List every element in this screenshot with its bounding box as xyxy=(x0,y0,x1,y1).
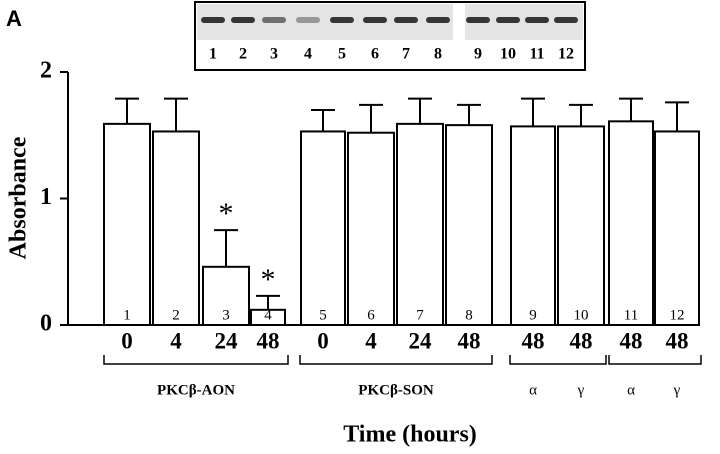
group-bracket xyxy=(103,355,289,365)
bar xyxy=(300,130,346,326)
group-bracket xyxy=(299,355,493,365)
y-axis-label: Absorbance xyxy=(6,136,32,259)
lane-label: 12 xyxy=(670,307,685,323)
blot-band xyxy=(496,17,520,23)
x-tick-label: 0 xyxy=(317,328,329,353)
group-label: PKCβ-SON xyxy=(358,382,434,398)
group-label: α xyxy=(627,382,635,398)
annotation: * xyxy=(261,263,276,296)
blot-band xyxy=(330,17,354,23)
blot-lane-label: 10 xyxy=(500,46,516,63)
bar xyxy=(396,122,444,326)
x-tick-label: 48 xyxy=(570,328,593,353)
lane-label: 4 xyxy=(264,307,272,323)
lane-label: 10 xyxy=(574,307,589,323)
blot-band xyxy=(262,17,286,23)
bar xyxy=(654,130,700,326)
blot-band xyxy=(426,17,450,23)
lane-label: 7 xyxy=(416,307,424,323)
blot-lane-label: 9 xyxy=(474,46,482,63)
lane-label: 9 xyxy=(529,307,537,323)
bar xyxy=(202,265,250,326)
blot-lane-label: 2 xyxy=(239,46,247,63)
bar xyxy=(608,120,654,326)
group-label: γ xyxy=(673,382,681,398)
blot-lane-label: 7 xyxy=(402,46,410,63)
x-tick-label: 24 xyxy=(215,328,239,353)
lane-label: 1 xyxy=(123,307,131,323)
lane-label: 8 xyxy=(465,307,473,323)
x-tick-label: 48 xyxy=(620,328,643,353)
blot-lane-label: 5 xyxy=(338,46,346,63)
panel-label: A xyxy=(6,6,22,31)
bar xyxy=(152,130,200,326)
lane-label: 2 xyxy=(172,307,180,323)
bar xyxy=(557,125,605,326)
blot-band xyxy=(525,17,549,23)
x-tick-label: 48 xyxy=(257,328,280,353)
x-tick-label: 24 xyxy=(409,328,433,353)
x-tick-label: 4 xyxy=(365,328,377,353)
blot-lane-label: 11 xyxy=(529,46,544,63)
blot-gap xyxy=(453,4,465,40)
blot-band xyxy=(466,17,490,23)
lane-label: 3 xyxy=(222,307,230,323)
blot-band xyxy=(394,17,418,23)
y-tick-label: 0 xyxy=(40,311,52,337)
blot-band xyxy=(554,17,578,23)
x-tick-label: 0 xyxy=(121,328,133,353)
blot xyxy=(194,1,586,71)
group-bracket xyxy=(509,355,607,365)
group-label: α xyxy=(529,382,537,398)
x-tick-label: 48 xyxy=(458,328,481,353)
x-tick-label: 48 xyxy=(522,328,545,353)
x-axis-label: Time (hours) xyxy=(343,422,477,448)
bar xyxy=(347,131,395,326)
bar xyxy=(445,124,493,326)
blot-lane-label: 8 xyxy=(434,46,442,63)
blot-background xyxy=(197,4,583,40)
group-label: γ xyxy=(577,382,585,398)
blot-band xyxy=(296,17,320,23)
blot-band xyxy=(231,17,255,23)
annotation: * xyxy=(219,197,234,230)
group-label: PKCβ-AON xyxy=(157,382,235,398)
blot-lane-label: 1 xyxy=(209,46,217,63)
blot-band xyxy=(201,17,225,23)
blot-lane-label: 4 xyxy=(304,46,312,63)
lane-label: 5 xyxy=(319,307,327,323)
x-tick-label: 4 xyxy=(170,328,182,353)
group-bracket xyxy=(608,355,702,365)
x-tick-label: 48 xyxy=(666,328,689,353)
lane-label: 11 xyxy=(624,307,638,323)
y-tick-label: 1 xyxy=(40,184,52,210)
lane-label: 6 xyxy=(367,307,375,323)
blot-lane-label: 3 xyxy=(270,46,278,63)
blot-lane-label: 6 xyxy=(371,46,379,63)
bar xyxy=(250,308,286,327)
blot-lane-label: 12 xyxy=(558,46,574,63)
y-tick-label: 2 xyxy=(40,58,52,84)
bar xyxy=(103,122,151,326)
blot-band xyxy=(363,17,387,23)
bar xyxy=(510,125,556,326)
